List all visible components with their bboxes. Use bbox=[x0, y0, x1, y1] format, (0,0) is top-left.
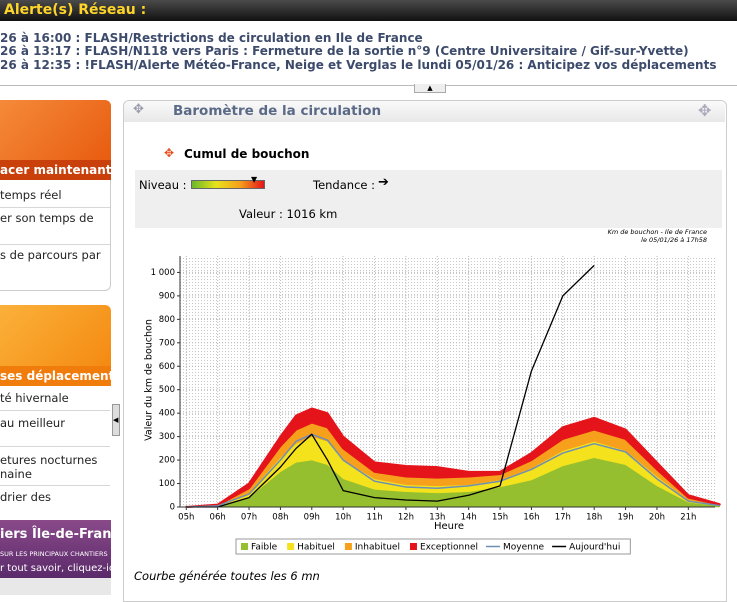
sidebar-image bbox=[0, 305, 111, 366]
level-pointer: ▼ bbox=[251, 175, 258, 184]
legend-label: Inhabituel bbox=[355, 543, 400, 553]
y-axis-label: Valeur du km de bouchon bbox=[144, 319, 155, 441]
sidebar-link[interactable]: s de parcours par bbox=[0, 248, 101, 262]
x-tick-label: 12h bbox=[398, 513, 414, 523]
chart-note: le 05/01/26 à 17h58 bbox=[641, 236, 707, 244]
x-tick-label: 10h bbox=[335, 513, 351, 523]
sidebar-link[interactable]: té hivernale bbox=[0, 391, 69, 405]
x-tick-label: 19h bbox=[617, 513, 633, 523]
trend-arrow: ➔ bbox=[378, 175, 389, 190]
x-axis-label: Heure bbox=[434, 521, 464, 532]
sidebar-footer bbox=[0, 578, 111, 595]
info-box bbox=[135, 170, 722, 228]
sidebar-link[interactable]: drier des bbox=[0, 490, 52, 504]
panel-icon[interactable]: ✥ bbox=[698, 101, 712, 120]
divider bbox=[0, 485, 110, 486]
y-tick-label: 900 bbox=[159, 291, 175, 301]
collapse-handle[interactable]: ◀ bbox=[112, 404, 120, 436]
x-tick-label: 17h bbox=[555, 513, 571, 523]
chart-note: Km de bouchon - Ile de France bbox=[608, 228, 707, 236]
section-title: Cumul de bouchon bbox=[184, 147, 310, 161]
sidebar-title[interactable]: acer maintenant bbox=[0, 160, 112, 180]
x-tick-label: 16h bbox=[523, 513, 539, 523]
sidebar-title[interactable]: ses déplacements bbox=[0, 366, 121, 386]
y-tick-label: 700 bbox=[159, 338, 175, 348]
sidebar-link[interactable]: temps réel bbox=[0, 188, 62, 202]
y-tick-label: 200 bbox=[159, 456, 175, 466]
separator bbox=[0, 85, 737, 86]
x-tick-label: 07h bbox=[241, 513, 257, 523]
section-icon: ✥ bbox=[164, 146, 175, 160]
legend-label: Moyenne bbox=[503, 543, 545, 553]
x-tick-label: 21h bbox=[680, 513, 696, 523]
legend-swatch bbox=[344, 543, 352, 550]
level-label: Niveau : bbox=[139, 178, 187, 192]
legend-swatch bbox=[287, 543, 295, 550]
trend-label: Tendance : bbox=[313, 178, 375, 192]
collapse-button[interactable]: ▲ bbox=[414, 84, 446, 93]
y-tick-label: 500 bbox=[159, 385, 175, 395]
panel-title: Baromètre de la circulation bbox=[173, 103, 382, 119]
panel-header bbox=[124, 101, 725, 122]
x-tick-label: 06h bbox=[210, 513, 226, 523]
legend-label: Habituel bbox=[297, 543, 335, 553]
alert-item[interactable]: 26 à 13:17 : FLASH/N118 vers Paris : Fer… bbox=[0, 44, 689, 58]
line bbox=[186, 264, 595, 508]
sidebar-link[interactable]: er son temps de bbox=[0, 211, 94, 225]
sidebar-image bbox=[0, 100, 111, 160]
banner-title[interactable]: iers Île-de-France bbox=[0, 527, 128, 542]
x-tick-label: 20h bbox=[649, 513, 665, 523]
legend-label: Exceptionnel bbox=[420, 543, 478, 553]
y-tick-label: 0 bbox=[170, 503, 175, 513]
banner-subtitle: SUR LES PRINCIPAUX CHANTIERS bbox=[0, 550, 108, 558]
alert-bar bbox=[0, 0, 737, 21]
x-tick-label: 14h bbox=[461, 513, 477, 523]
legend-swatch bbox=[241, 543, 248, 550]
x-tick-label: 13h bbox=[429, 513, 445, 523]
area bbox=[185, 407, 721, 508]
y-tick-label: 800 bbox=[159, 315, 175, 325]
y-tick-label: 1 000 bbox=[151, 268, 175, 278]
y-tick-label: 600 bbox=[159, 362, 175, 372]
x-tick-label: 18h bbox=[586, 513, 602, 523]
legend-swatch bbox=[409, 543, 417, 550]
x-tick-label: 09h bbox=[304, 513, 320, 523]
divider bbox=[0, 446, 110, 447]
x-tick-label: 11h bbox=[366, 513, 382, 523]
sidebar-link[interactable]: naine bbox=[0, 467, 32, 481]
sidebar-link[interactable]: au meilleur bbox=[0, 416, 65, 430]
sidebar-box bbox=[0, 180, 111, 291]
alert-item[interactable]: 26 à 12:35 : !FLASH/Alerte Météo-France,… bbox=[0, 58, 717, 72]
line bbox=[186, 433, 720, 508]
divider bbox=[0, 410, 110, 411]
level-gauge bbox=[191, 180, 265, 189]
y-tick-label: 400 bbox=[159, 409, 175, 419]
divider bbox=[0, 244, 110, 245]
banner-link[interactable]: r tout savoir, cliquez-ici ! bbox=[0, 563, 125, 574]
x-tick-label: 15h bbox=[492, 513, 508, 523]
alert-item[interactable]: 26 à 16:00 : FLASH/Restrictions de circu… bbox=[0, 31, 423, 45]
legend bbox=[235, 538, 631, 555]
y-tick-label: 300 bbox=[159, 432, 175, 442]
legend-label: Aujourd'hui bbox=[569, 543, 620, 553]
banner[interactable] bbox=[0, 520, 111, 578]
sidebar-link[interactable]: etures nocturnes bbox=[0, 453, 98, 467]
x-tick-label: 05h bbox=[178, 513, 194, 523]
alert-bar-title: Alerte(s) Réseau : bbox=[4, 2, 147, 18]
y-tick-label: 100 bbox=[159, 479, 175, 489]
footer-note: Courbe générée toutes les 6 mn bbox=[134, 569, 320, 583]
divider bbox=[0, 207, 110, 208]
value-text: Valeur : 1016 km bbox=[239, 207, 338, 221]
x-tick-label: 08h bbox=[272, 513, 288, 523]
legend-label: Faible bbox=[251, 543, 278, 553]
panel-icon: ✥ bbox=[133, 102, 144, 117]
